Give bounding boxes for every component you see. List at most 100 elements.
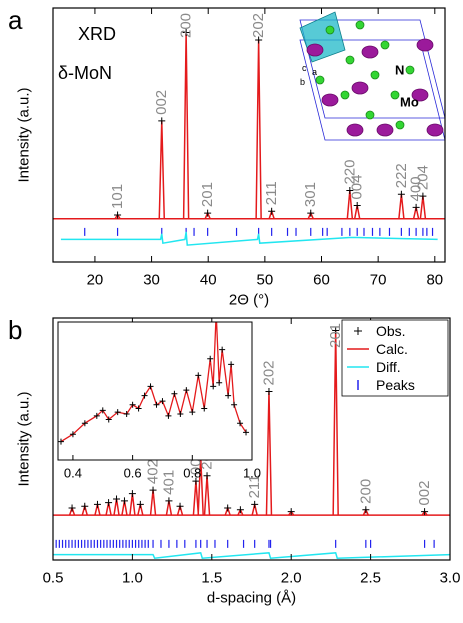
obs-marker [129,401,136,408]
peak-label: 204 [414,165,431,190]
peak-label: 004 [349,175,366,200]
atom-label: N [395,63,404,78]
inset-x-tick-label: 0.8 [183,466,201,481]
peak-label: 301 [302,182,319,207]
obs-marker [362,506,370,514]
legend-label: Diff. [376,359,401,375]
obs-marker [412,203,420,211]
x-tick-label: 1.5 [201,570,222,587]
plot-frame [52,317,451,561]
peak-label: 222 [393,163,410,188]
obs-marker [136,500,144,508]
obs-marker [165,412,172,419]
calc-peak [158,120,166,219]
axis-label: c [302,63,307,73]
obs-marker [231,401,238,408]
peak-label: 201 [199,182,216,207]
peak-label: 400 [408,176,425,201]
panel-subtitle: δ-MoN [58,63,112,83]
obs-marker [58,438,64,445]
inset-frame [57,321,253,461]
obs-marker [99,407,106,414]
obs-marker [149,486,157,494]
legend-box [341,319,449,397]
crystal-structure [299,11,446,141]
x-tick-label: 60 [313,272,330,289]
legend-label: Peaks [376,377,415,393]
x-tick-label: 70 [370,272,387,289]
obs-marker [204,209,212,217]
obs-marker [81,420,88,427]
peak-label: 200 [178,13,195,38]
legend-symbol [354,327,362,335]
obs-marker [165,497,173,505]
inset-x-tick-label: 0.4 [64,466,82,481]
obs-marker [171,390,178,397]
obs-marker [113,495,121,503]
obs-marker [201,405,208,412]
x-tick-label: 40 [200,272,217,289]
obs-marker [224,504,232,512]
obs-marker [268,207,276,215]
obs-marker [195,372,202,379]
y-axis-label: Intensity (a.u.) [16,391,33,486]
obs-marker [287,508,295,516]
obs-marker [216,379,223,386]
inset-x-tick-label: 1.0 [243,466,261,481]
peak-label: 101 [109,184,126,209]
obs-marker [123,411,130,417]
peak-label: 002 [153,90,170,115]
obs-marker [120,497,128,505]
obs-marker [192,477,200,485]
peak-label: 202 [260,360,277,385]
obs-marker [346,187,354,195]
obs-marker [397,190,405,198]
x-tick-label: 2.5 [360,570,381,587]
obs-marker [114,409,121,416]
obs-marker [147,383,154,390]
peak-label: 201 [327,323,344,348]
x-tick-label: 50 [257,272,274,289]
calc-peak [203,475,211,516]
obs-marker [228,361,235,368]
obs-marker [105,416,112,423]
obs-marker [69,431,76,438]
obs-marker [419,192,427,200]
obs-marker [265,387,273,395]
obs-marker [68,504,76,512]
plot-frame [52,7,446,263]
obs-marker [177,411,184,417]
x-tick-label: 2.0 [281,570,302,587]
peak-label: 402 [145,459,162,484]
calc-peak [182,32,190,219]
peak-label: 202 [250,13,267,38]
obs-marker [332,327,340,335]
x-tick-label: 0.5 [43,570,64,587]
obs-marker [176,502,184,510]
obs-marker [183,387,190,394]
axis-label: a [312,67,317,77]
y-axis-label: Intensity (a.u.) [16,87,33,182]
calc-peak [332,330,339,516]
obs-marker [203,472,211,480]
obs-marker [105,499,113,507]
peak-label: 211 [246,475,263,499]
obs-marker [225,392,232,399]
obs-marker [189,409,196,416]
octahedron [299,11,346,63]
obs-marker [219,346,226,353]
calc-peak [149,490,157,516]
obs-marker [81,502,89,510]
obs-marker [135,405,142,412]
x-axis-label: 2Θ (°) [229,292,269,309]
peak-label: 220 [341,159,358,184]
x-axis-label: d-spacing (Å) [207,590,296,607]
calc-peak [265,391,273,516]
obs-marker [182,28,190,36]
peak-label: 211 [263,181,280,205]
x-tick-label: 1.0 [122,570,143,587]
obs-marker [159,398,166,405]
obs-marker [153,401,160,408]
obs-marker [213,310,219,316]
